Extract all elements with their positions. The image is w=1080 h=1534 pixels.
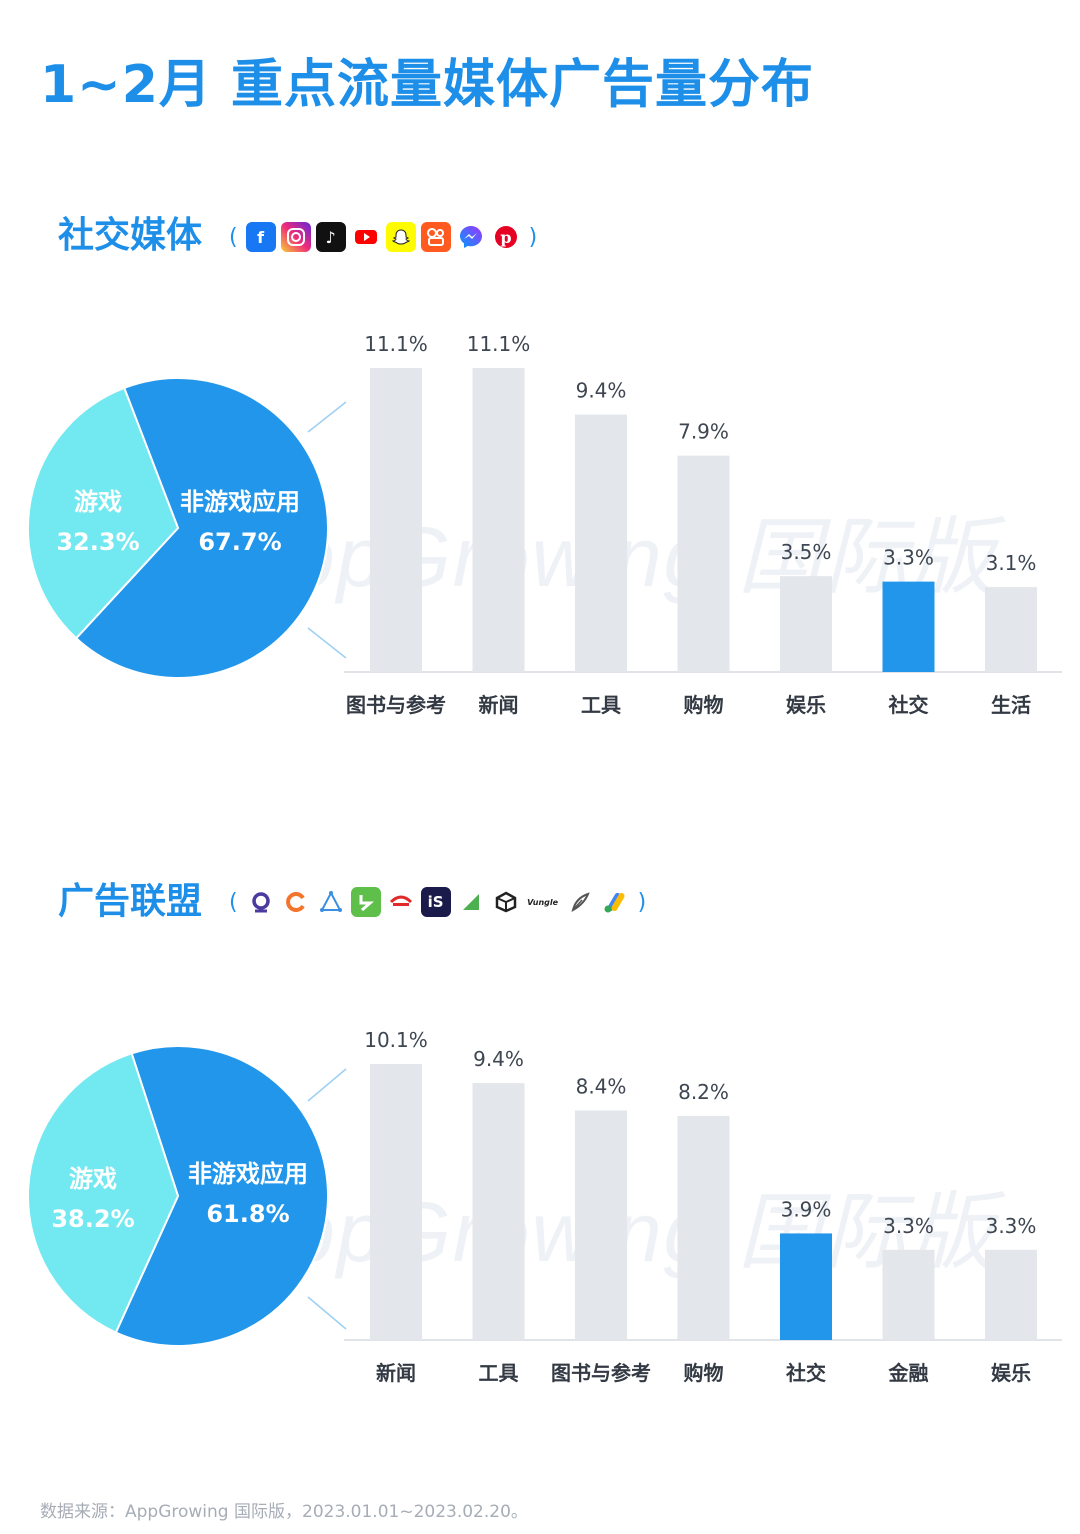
ironsource-icon: iS	[420, 887, 451, 917]
pinterest-icon: p	[490, 222, 521, 252]
facebook-icon: f	[245, 222, 276, 252]
pie-label-name-game: 游戏	[69, 1165, 117, 1193]
bar-category-label-3: 购物	[684, 1361, 724, 1385]
pie-slice-game	[27, 386, 180, 640]
pangle-icon	[385, 887, 416, 917]
bar-value-label-5: 3.3%	[883, 1214, 934, 1238]
pie-label-name-game: 游戏	[74, 488, 122, 516]
bar-0	[370, 1064, 422, 1340]
tiktok-icon: ♪	[315, 222, 346, 252]
kuaishou-icon	[420, 222, 451, 252]
connector-line-top	[307, 1068, 347, 1102]
bar-4	[780, 1233, 832, 1340]
ad-network-icon-row: ( iS Vungle )	[226, 884, 649, 920]
bar-0	[370, 368, 422, 672]
bar-value-label-3: 8.2%	[678, 1080, 729, 1104]
bar-value-label-2: 9.4%	[576, 379, 627, 403]
bar-category-label-2: 图书与参考	[551, 1361, 651, 1385]
pie-label-name-non-game: 非游戏应用	[180, 488, 300, 516]
adnetwork-q-icon	[245, 887, 276, 917]
adnetwork-green-icon	[350, 887, 381, 917]
bar-1	[472, 1083, 525, 1340]
bar-2	[575, 1110, 627, 1340]
section-heading-ad-networks: 广告联盟	[58, 881, 203, 922]
bar-value-label-0: 10.1%	[364, 1028, 428, 1052]
pie-label-value-game: 32.3%	[56, 528, 139, 556]
page-title: 1~2月 重点流量媒体广告量分布	[40, 55, 815, 115]
bar-3	[677, 455, 730, 672]
connector-line-bottom	[307, 627, 347, 659]
bar-category-label-0: 图书与参考	[346, 693, 446, 717]
bar-category-label-0: 新闻	[376, 1361, 416, 1385]
pie-label-value-game: 38.2%	[51, 1205, 134, 1233]
bar-value-label-4: 3.5%	[781, 540, 832, 564]
bar-category-label-4: 社交	[785, 1361, 826, 1385]
bar-category-label-6: 娱乐	[991, 1361, 1031, 1385]
connector-line-top	[307, 401, 347, 433]
bar-value-label-1: 11.1%	[467, 332, 531, 356]
youtube-icon	[350, 222, 381, 252]
bar-category-label-5: 金融	[888, 1361, 929, 1385]
bar-category-label-5: 社交	[888, 693, 929, 717]
bar-5	[882, 581, 935, 672]
adnetwork-quill-icon	[564, 887, 595, 917]
applovin-icon	[315, 887, 346, 917]
svg-text:p: p	[500, 228, 511, 247]
bar-5	[882, 1249, 935, 1340]
google-ads-icon	[599, 887, 630, 917]
bar-3	[677, 1115, 730, 1340]
bar-category-label-1: 新闻	[479, 693, 519, 717]
adnetwork-c-icon	[280, 887, 311, 917]
pie-slice-non-game	[114, 1045, 329, 1347]
bar-2	[575, 414, 627, 672]
bar-category-label-4: 娱乐	[786, 693, 826, 717]
connector-line-bottom	[307, 1296, 347, 1330]
bar-category-label-6: 生活	[991, 693, 1031, 717]
bar-category-label-2: 工具	[581, 693, 621, 717]
bar-category-label-1: 工具	[479, 1361, 519, 1385]
ad-network-chart: 非游戏应用 61.8% 游戏 38.2% 10.1% 新闻 9.4% 工具 8.4% 图书与参考 8…	[27, 1028, 1062, 1385]
bar-value-label-3: 7.9%	[678, 420, 729, 444]
bar-value-label-0: 11.1%	[364, 332, 428, 356]
social-media-icon-row: ( f ♪ p )	[226, 219, 540, 255]
pie-slice-non-game	[74, 377, 329, 679]
bar-6	[985, 1249, 1037, 1340]
bar-value-label-4: 3.9%	[781, 1197, 832, 1221]
bar-category-label-3: 购物	[684, 693, 724, 717]
bar-4	[780, 576, 832, 672]
bar-1	[472, 368, 525, 672]
pie-label-name-non-game: 非游戏应用	[188, 1160, 308, 1188]
social-media-chart: 非游戏应用 67.7% 游戏 32.3% 11.1% 图书与参考 11.1% 新闻 9.4% 工具…	[27, 332, 1062, 717]
bar-value-label-5: 3.3%	[883, 546, 934, 570]
vungle-icon: Vungle	[525, 887, 560, 917]
pie-slice-game	[27, 1052, 180, 1334]
bar-value-label-1: 9.4%	[473, 1047, 524, 1071]
bar-value-label-2: 8.4%	[576, 1074, 627, 1098]
bar-6	[985, 587, 1037, 672]
adnetwork-leaf-icon	[455, 887, 486, 917]
messenger-icon	[455, 222, 486, 252]
pie-label-value-non-game: 61.8%	[206, 1200, 289, 1228]
unity-icon	[490, 887, 521, 917]
section-heading-social-media: 社交媒体	[58, 215, 203, 256]
instagram-icon	[280, 222, 311, 252]
snapchat-icon	[385, 222, 416, 252]
pie-label-value-non-game: 67.7%	[198, 528, 281, 556]
bar-value-label-6: 3.3%	[986, 1214, 1037, 1238]
data-source-note: 数据来源：AppGrowing 国际版，2023.01.01~2023.02.2…	[40, 1502, 528, 1522]
bar-value-label-6: 3.1%	[986, 551, 1037, 575]
